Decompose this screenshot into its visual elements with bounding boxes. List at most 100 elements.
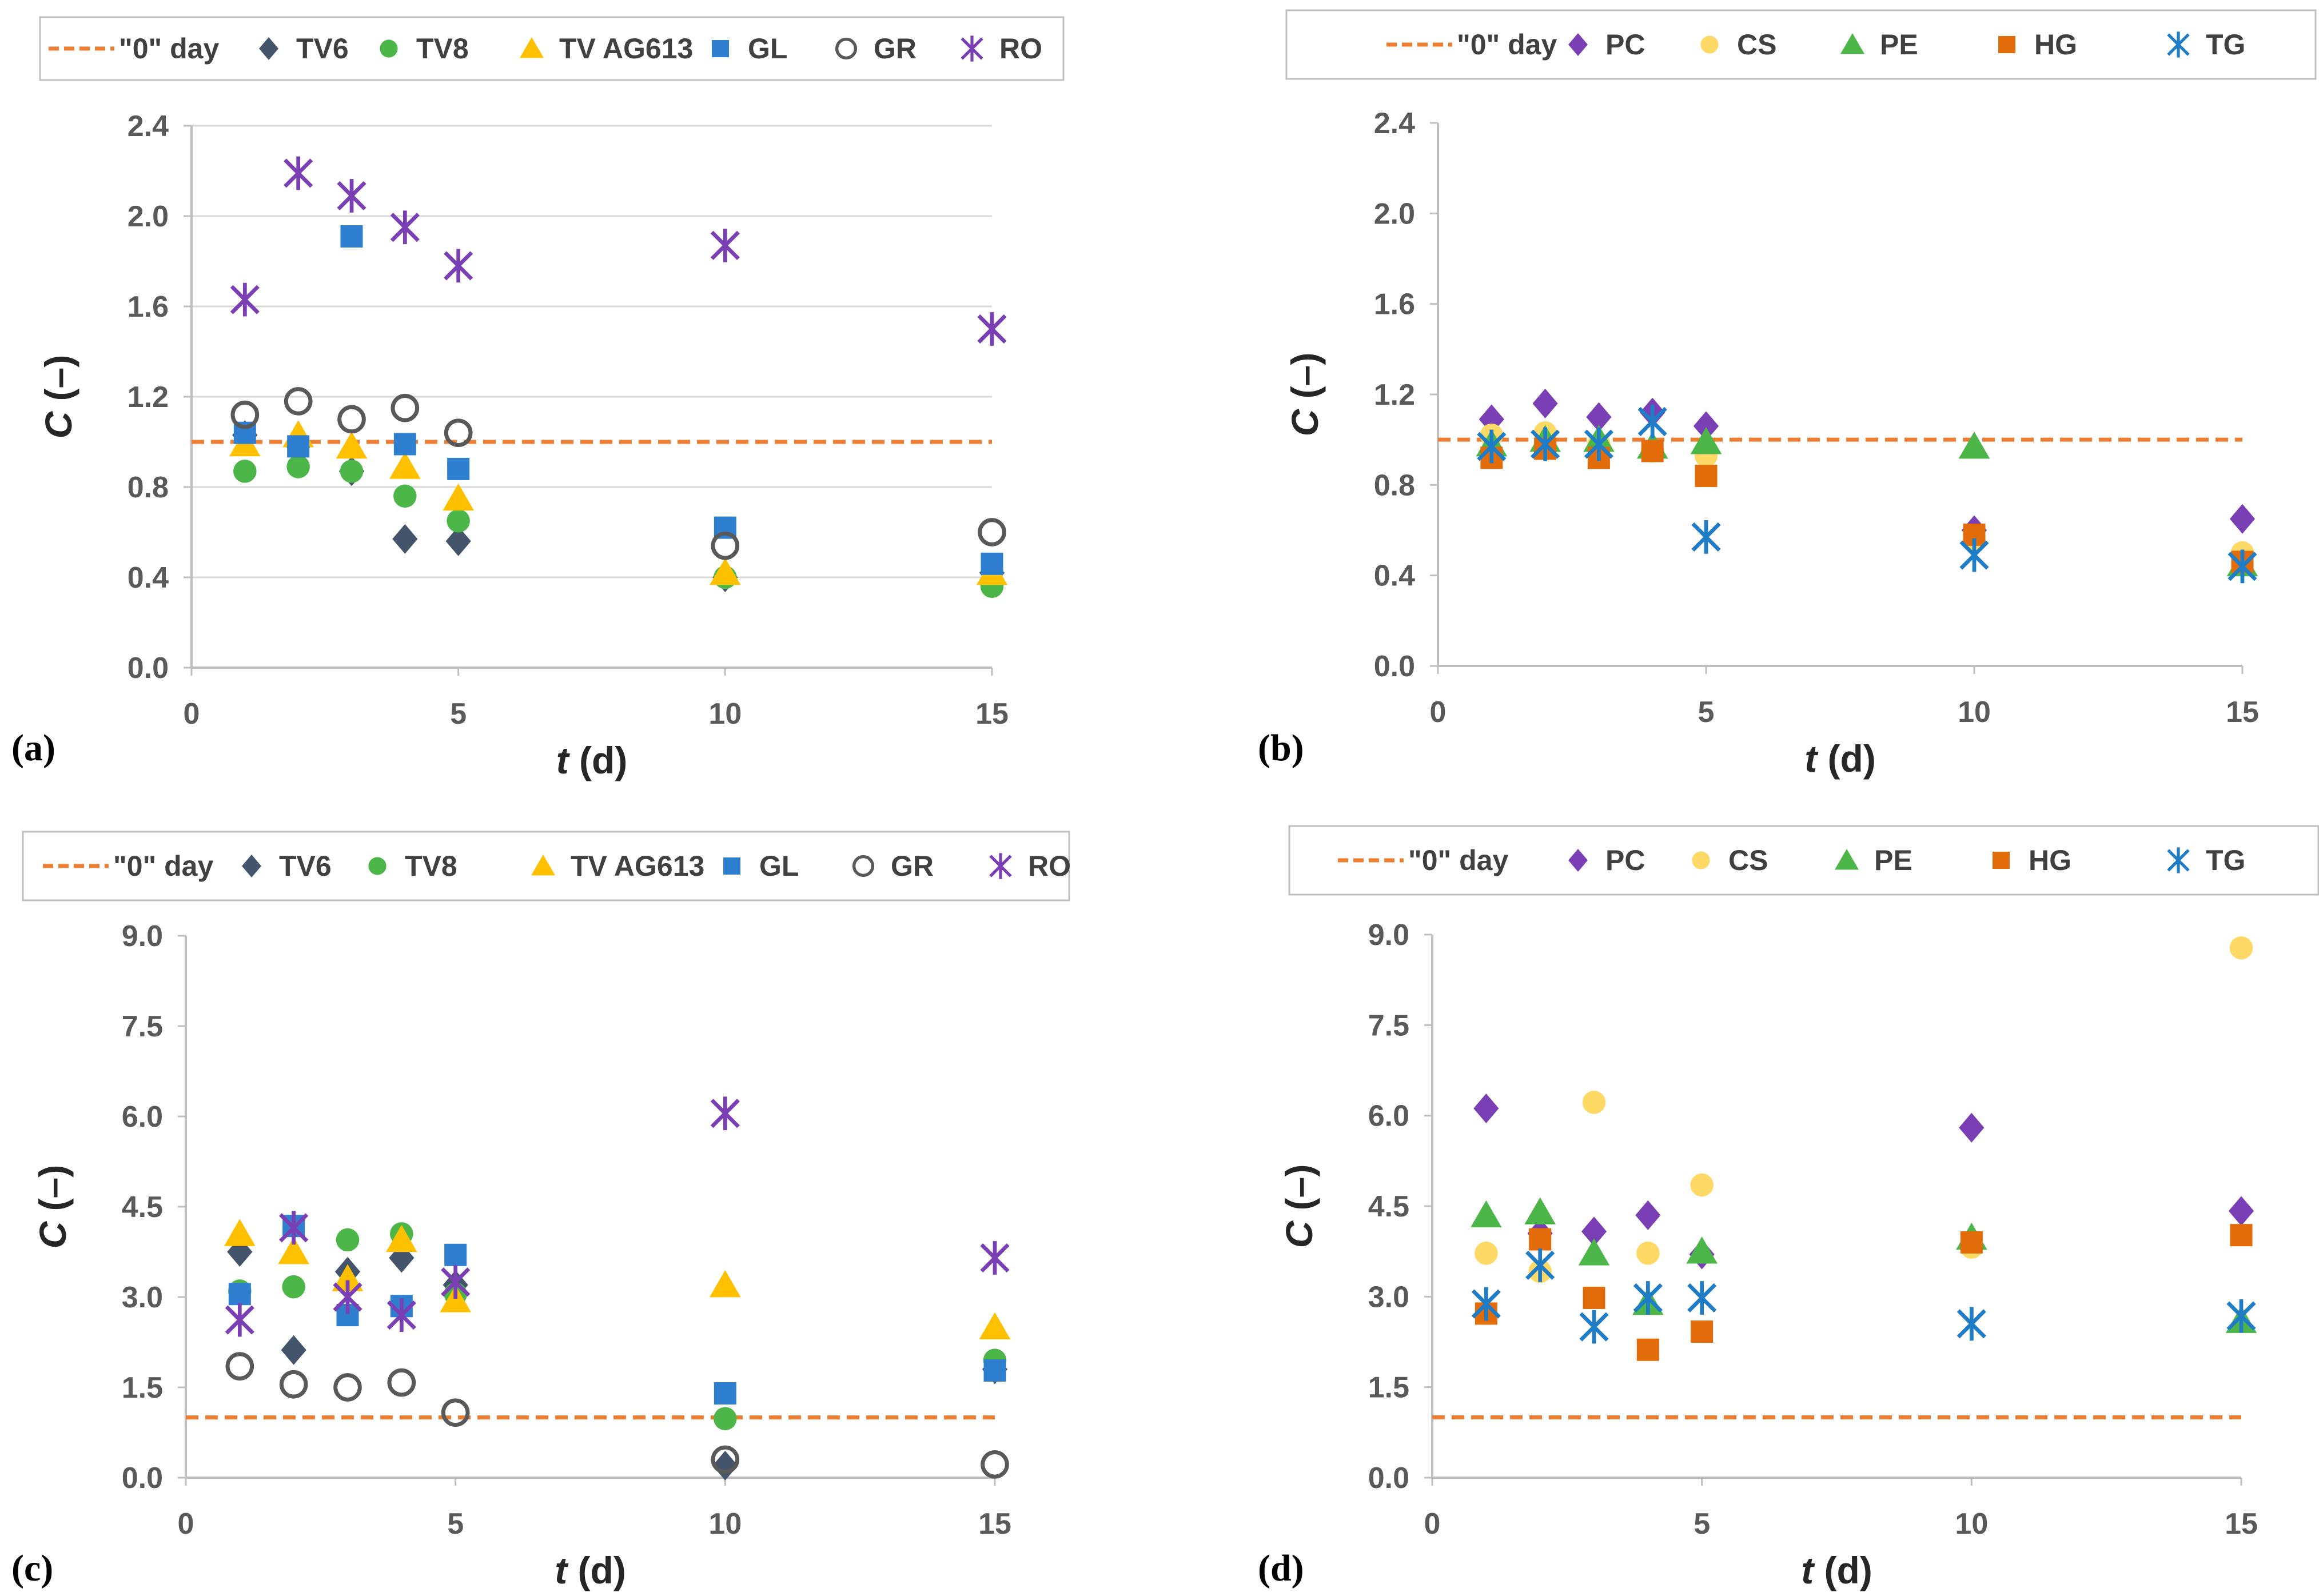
- y-tick-label: 6.0: [122, 1100, 163, 1134]
- x-tick-label: 0: [1430, 696, 1447, 729]
- data-point: [2230, 1224, 2253, 1247]
- legend-marker: [2167, 31, 2190, 58]
- y-tick-label: 9.0: [122, 920, 163, 953]
- chart-panel-c: 0.0 1.5 3.0 4.5 6.0 7.5 9.0 0 5 10 15 t (d) C (–) (c)…: [11, 831, 1071, 1591]
- legend-label: RO: [1028, 850, 1071, 882]
- legend-marker: [380, 39, 398, 58]
- panel-label: (c): [11, 1547, 53, 1589]
- legend-marker: [835, 37, 858, 60]
- data-point: [1635, 1200, 1661, 1230]
- data-point: [224, 1219, 256, 1246]
- legend-marker: [1998, 36, 2015, 53]
- data-point: [391, 393, 420, 422]
- panel-label: (d): [1258, 1547, 1304, 1589]
- legend-label: PC: [1605, 29, 1645, 61]
- legend-marker: [1835, 849, 1859, 870]
- data-point: [447, 457, 470, 480]
- x-axis-label: t (d): [555, 1549, 626, 1591]
- data-point: [1636, 1338, 1659, 1361]
- data-point: [233, 460, 257, 483]
- y-tick-label: 1.6: [1374, 288, 1415, 321]
- series-tv-ag613: [224, 1219, 1011, 1339]
- legend-marker: [242, 855, 261, 877]
- data-point: [1959, 1112, 1985, 1143]
- legend-label: TV8: [405, 850, 457, 882]
- x-tick-label: 10: [708, 1507, 742, 1541]
- y-tick-label: 2.0: [127, 200, 169, 233]
- x-tick-label: 5: [450, 697, 467, 731]
- data-point: [1581, 1216, 1607, 1247]
- data-point: [710, 1270, 741, 1298]
- data-point: [977, 312, 1007, 346]
- y-tick-label: 0.4: [127, 561, 169, 594]
- x-tick-label: 15: [975, 697, 1009, 731]
- x-tick-label: 15: [2225, 1507, 2258, 1541]
- data-point: [979, 1312, 1011, 1339]
- data-point: [284, 156, 313, 190]
- legend-marker: [520, 37, 544, 58]
- series-ro: [225, 1096, 1010, 1337]
- data-point: [978, 518, 1006, 546]
- data-point: [444, 1243, 467, 1266]
- series-hg: [1480, 437, 2254, 573]
- data-point: [1691, 520, 1721, 554]
- data-point: [225, 1352, 254, 1380]
- data-point: [444, 418, 473, 448]
- data-point: [225, 1303, 254, 1337]
- data-point: [392, 524, 418, 554]
- y-axis-label: C (–): [31, 1165, 74, 1249]
- data-point: [1690, 1173, 1714, 1197]
- y-tick-label: 2.4: [1374, 107, 1415, 140]
- y-tick-label: 7.5: [1368, 1009, 1409, 1042]
- y-tick-label: 2.0: [1374, 197, 1415, 230]
- x-tick-label: 15: [978, 1507, 1011, 1541]
- data-point: [389, 452, 421, 479]
- data-point: [443, 483, 474, 511]
- legend-label: TV8: [416, 33, 469, 65]
- legend-box: [1285, 9, 2317, 80]
- data-point: [1471, 1200, 1502, 1228]
- legend-marker: [712, 40, 729, 57]
- legend-marker: [2167, 847, 2190, 873]
- data-point: [1475, 1242, 1498, 1265]
- y-tick-label: 4.5: [1368, 1190, 1409, 1223]
- chart-panel-b: 0.0 0.4 0.8 1.2 1.6 2.0 2.4 0 5 10 15 t (d) C (–) (b)…: [1258, 9, 2317, 780]
- data-point: [282, 1275, 305, 1299]
- legend-label: "0" day: [1457, 29, 1557, 61]
- data-point: [1471, 1287, 1501, 1321]
- legend-label: PC: [1605, 844, 1645, 876]
- data-point: [983, 1359, 1006, 1382]
- data-point: [340, 225, 363, 248]
- y-tick-label: 1.2: [127, 381, 169, 414]
- chart-panel-a: 0.0 0.4 0.8 1.2 1.6 2.0 2.4 0 5 10 15 t (d) C (–) (a)…: [11, 16, 1065, 781]
- data-point: [445, 526, 471, 556]
- y-tick-label: 7.5: [122, 1010, 163, 1043]
- data-point: [333, 1280, 362, 1314]
- legend-label: TG: [2206, 844, 2245, 876]
- legend-marker: [1840, 33, 1864, 54]
- x-axis-label: t (d): [1801, 1549, 1872, 1591]
- data-point: [279, 1370, 308, 1399]
- y-tick-label: 6.0: [1368, 1100, 1409, 1133]
- data-point: [278, 1237, 309, 1264]
- data-point: [1477, 429, 1507, 464]
- data-point: [1583, 1286, 1605, 1309]
- data-point: [1524, 1197, 1556, 1224]
- chart-panel-d: 0.0 1.5 3.0 4.5 6.0 7.5 9.0 0 5 10 15 t (d) C (–) (d)…: [1258, 825, 2319, 1591]
- data-point: [1525, 1248, 1555, 1282]
- data-point: [1641, 440, 1664, 462]
- x-tick-label: 15: [2226, 696, 2259, 729]
- series-gr: [230, 387, 1006, 560]
- legend-label: TG: [2206, 29, 2245, 61]
- legend-label: TV AG613: [571, 850, 704, 882]
- data-point: [2228, 1196, 2254, 1226]
- y-tick-label: 1.6: [127, 290, 169, 324]
- legend-label: GR: [891, 850, 934, 882]
- y-tick-label: 3.0: [122, 1281, 163, 1314]
- legend-label: CS: [1728, 844, 1768, 876]
- data-point: [1637, 405, 1667, 438]
- x-tick-label: 10: [1958, 696, 1991, 729]
- legend-label: "0" day: [1408, 844, 1508, 876]
- legend-label: PE: [1874, 844, 1912, 876]
- data-point: [279, 1211, 309, 1245]
